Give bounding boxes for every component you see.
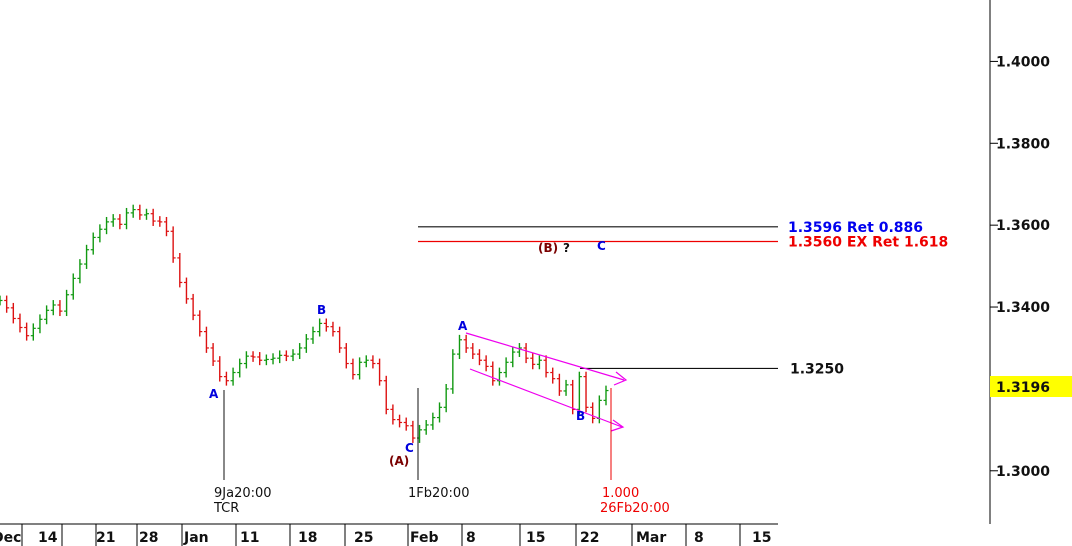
y-tick-label: 1.3800 [996,136,1050,152]
x-tick-label: 14 [38,530,58,546]
y-tick-label: 1.3600 [996,218,1050,234]
wave-label-c-feb: C [405,441,414,455]
channel-lower-line [469,368,623,428]
wave-label-c-target: C [597,239,606,253]
level-13250-label: 1.3250 [790,361,844,377]
ret-0886-label: 1.3596 Ret 0.886 [788,220,923,236]
x-tick-label: 22 [580,530,599,546]
descending-channel [465,332,628,432]
x-tick-label: 28 [139,530,158,546]
x-tick-label: Dec [0,530,21,546]
x-tick-label: 15 [526,530,545,546]
wave-label-a-jan: A [209,387,219,401]
x-tick-label: Jan [183,530,209,546]
wave-label-a-major: (A) [389,454,409,468]
wave-labels: A B C (A) A B (B) ? C [209,239,606,468]
projection-levels: 1.3596 Ret 0.886 1.3560 EX Ret 1.618 1.3… [418,220,948,377]
x-axis: Dec 14 21 28 Jan 11 18 25 Feb 8 15 22 Ma… [0,524,771,546]
wave-label-b-feb: B [576,409,585,423]
x-tick-label: 11 [240,530,259,546]
y-axis: 1.4000 1.3800 1.3600 1.3400 1.3000 [990,54,1050,480]
y-tick-label: 1.4000 [996,54,1050,70]
channel-upper-arrowhead [613,371,628,386]
feb1-time-label: 1Fb20:00 [408,486,469,501]
jan9-time-label: 9Ja20:00 [214,486,272,501]
wave-label-question: ? [563,241,570,255]
x-tick-label: 25 [354,530,373,546]
feb26-ratio-label: 1.000 [602,486,639,501]
channel-upper-line [465,332,625,381]
y-tick-label: 1.3400 [996,300,1050,316]
x-tick-label: Mar [636,530,666,546]
wave-label-b-major: (B) [538,241,558,255]
y-tick-label: 1.3000 [996,464,1050,480]
x-tick-label: 21 [96,530,115,546]
x-tick-label: 8 [694,530,704,546]
x-tick-label: 15 [752,530,771,546]
wave-label-b-jan: B [317,303,326,317]
ex-ret-1618-label: 1.3560 EX Ret 1.618 [788,235,948,251]
jan9-tcr-label: TCR [213,501,239,516]
channel-lower-arrowhead [610,419,625,432]
feb26-time-label: 26Fb20:00 [600,501,670,516]
price-series [0,204,609,443]
x-tick-label: 8 [466,530,476,546]
x-tick-label: 18 [298,530,317,546]
current-price-label: 1.3196 [996,380,1050,396]
wave-label-a-feb: A [458,319,468,333]
current-price-box [990,376,1072,397]
x-tick-label: Feb [410,530,439,546]
